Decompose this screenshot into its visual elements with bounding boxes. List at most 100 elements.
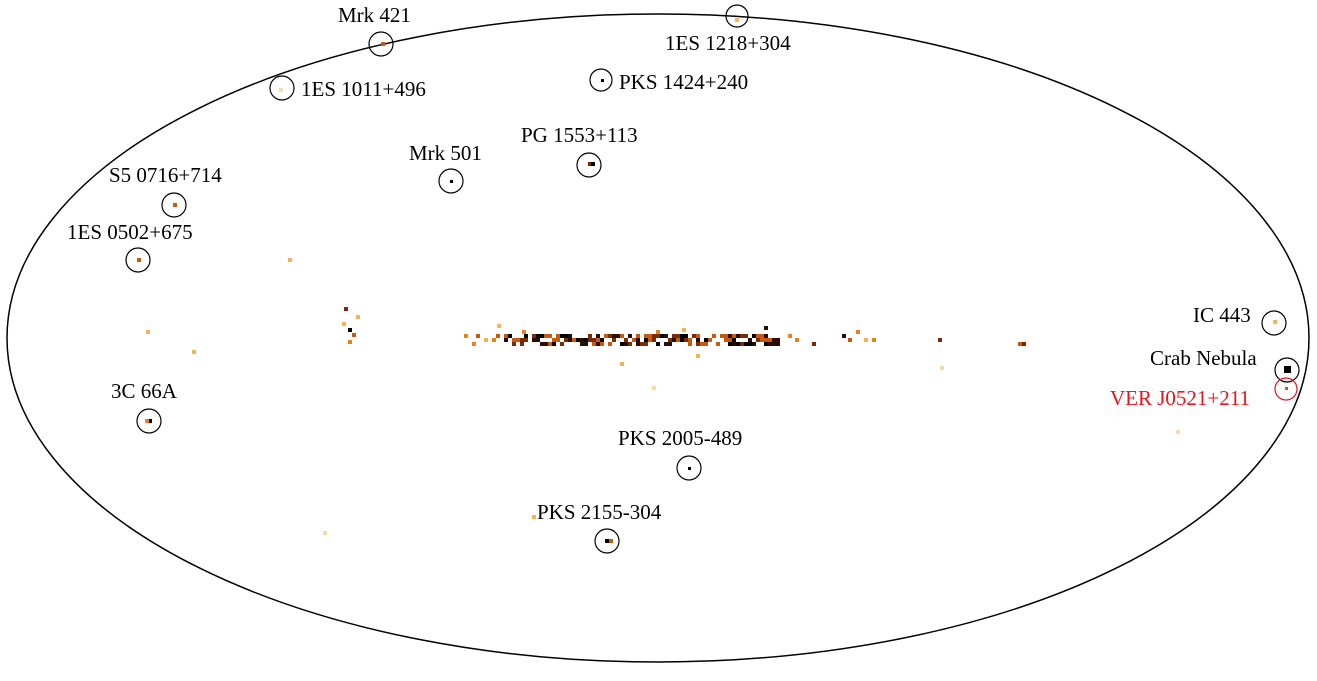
source-marker-1es-1011-496[interactable] xyxy=(269,75,295,101)
emission-pixel xyxy=(288,258,292,262)
emission-pixel xyxy=(596,334,600,338)
emission-pixel xyxy=(688,338,692,342)
source-marker-s5-0716-714[interactable] xyxy=(161,192,187,218)
label-mrk-421: Mrk 421 xyxy=(338,3,411,27)
source-marker-mrk-501[interactable] xyxy=(438,168,464,194)
emission-pixel xyxy=(192,350,196,354)
emission-pixel xyxy=(752,342,756,346)
emission-pixel xyxy=(756,334,760,338)
source-marker-mrk-421[interactable] xyxy=(368,31,394,57)
emission-pixel xyxy=(696,338,700,342)
source-marker-ver-j0521-211[interactable] xyxy=(1274,377,1298,401)
emission-pixel xyxy=(381,42,385,46)
emission-pixel xyxy=(760,334,764,338)
emission-pixel xyxy=(620,342,624,346)
source-marker-ic-443[interactable] xyxy=(1261,310,1287,336)
emission-pixel xyxy=(552,342,556,346)
emission-pixel xyxy=(580,338,584,342)
source-marker-pg-1553-113[interactable] xyxy=(576,152,602,178)
source-marker-1es-1218-304[interactable] xyxy=(725,4,749,28)
emission-pixel xyxy=(450,180,453,183)
emission-pixel xyxy=(584,342,588,346)
emission-pixel xyxy=(492,338,496,342)
emission-pixel xyxy=(496,334,500,338)
source-marker-pks-2155-304[interactable] xyxy=(594,528,620,554)
emission-pixel xyxy=(760,338,764,342)
label-3c-66a: 3C 66A xyxy=(111,379,178,403)
emission-pixel xyxy=(848,338,852,342)
emission-pixel xyxy=(520,338,524,342)
emission-pixel xyxy=(540,342,544,346)
emission-pixel xyxy=(864,338,868,342)
emission-pixel xyxy=(700,342,704,346)
emission-pixel xyxy=(636,338,640,342)
emission-pixel xyxy=(872,338,876,342)
emission-pixel xyxy=(146,330,150,334)
emission-pixel xyxy=(736,342,740,346)
emission-pixel xyxy=(696,354,700,358)
emission-pixel xyxy=(504,334,508,338)
emission-pixel xyxy=(735,18,739,22)
emission-pixel xyxy=(605,539,609,543)
emission-pixel xyxy=(692,334,696,338)
emission-pixel xyxy=(604,334,608,338)
emission-pixel xyxy=(544,334,548,338)
emission-pixel xyxy=(560,334,564,338)
emission-pixel xyxy=(740,342,744,346)
emission-pixel xyxy=(532,334,536,338)
emission-pixel xyxy=(464,334,468,338)
emission-pixel xyxy=(648,338,652,342)
emission-pixel xyxy=(644,342,648,346)
emission-pixel xyxy=(744,342,748,346)
emission-pixel xyxy=(728,338,732,342)
emission-pixel xyxy=(600,338,604,342)
label-mrk-501: Mrk 501 xyxy=(409,141,482,165)
source-marker-crab-nebula[interactable] xyxy=(1274,357,1300,383)
emission-pixel xyxy=(776,338,780,342)
emission-pixel xyxy=(524,334,528,338)
emission-pixel xyxy=(668,338,672,342)
emission-pixel xyxy=(688,467,691,470)
emission-pixel xyxy=(636,334,640,338)
emission-pixel xyxy=(612,338,616,342)
emission-pixel xyxy=(696,334,700,338)
emission-pixel xyxy=(512,338,516,342)
emission-pixel xyxy=(640,342,644,346)
emission-pixel xyxy=(508,334,512,338)
emission-pixel xyxy=(504,338,508,342)
emission-pixel xyxy=(764,334,768,338)
emission-pixel xyxy=(1018,342,1022,346)
emission-pixel xyxy=(356,315,360,319)
label-pg-1553-113: PG 1553+113 xyxy=(521,123,638,147)
label-ver-j0521-211: VER J0521+211 xyxy=(1110,386,1250,410)
emission-pixel xyxy=(348,340,352,344)
source-marker-3c-66a[interactable] xyxy=(136,408,162,434)
emission-pixel xyxy=(684,338,688,342)
emission-pixel xyxy=(584,338,588,342)
emission-pixel xyxy=(628,334,632,338)
emission-pixel xyxy=(728,342,732,346)
source-marker-1es-0502-675[interactable] xyxy=(125,247,151,273)
emission-pixel xyxy=(740,334,744,338)
emission-pixel xyxy=(348,328,352,332)
emission-pixel xyxy=(576,338,580,342)
emission-pixel xyxy=(532,338,536,342)
emission-pixel xyxy=(656,330,660,334)
emission-pixel xyxy=(616,334,620,338)
emission-pixel xyxy=(596,338,600,342)
emission-pixel xyxy=(764,342,768,346)
emission-pixel xyxy=(556,334,560,338)
emission-pixel xyxy=(596,342,600,346)
emission-pixel xyxy=(768,342,772,346)
emission-pixel xyxy=(748,338,752,342)
emission-pixel xyxy=(624,338,628,342)
emission-pixel xyxy=(744,334,748,338)
emission-pixel xyxy=(564,338,568,342)
label-1es-1218-304: 1ES 1218+304 xyxy=(665,31,791,55)
emission-pixel xyxy=(1273,320,1277,324)
source-marker-pks-2005-489[interactable] xyxy=(676,455,702,481)
emission-pixel xyxy=(512,342,516,346)
source-marker-pks-1424-240[interactable] xyxy=(589,68,613,92)
emission-pixel xyxy=(856,330,860,334)
emission-pixel xyxy=(795,338,799,342)
